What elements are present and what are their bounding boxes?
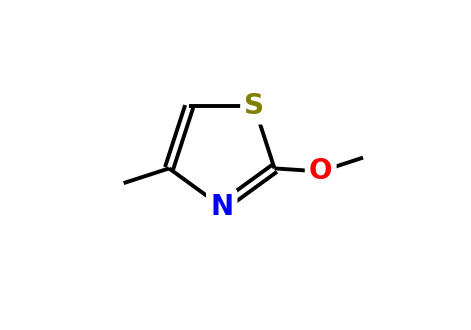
Text: S: S <box>244 92 264 120</box>
Text: O: O <box>309 157 333 185</box>
Text: N: N <box>210 193 233 221</box>
